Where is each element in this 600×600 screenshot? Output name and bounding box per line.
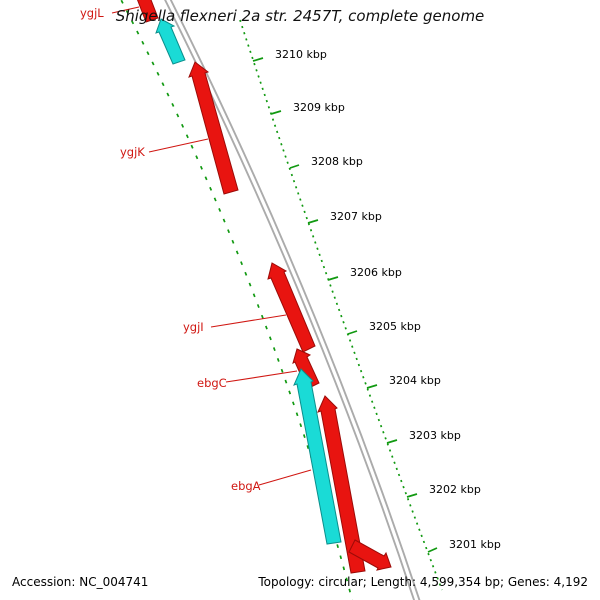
major-tick-3206 [327,276,339,281]
ruler-label-3201: 3201 kbp [449,538,501,551]
inner-dashed-tick-arc [120,0,354,600]
gene-arrow-red-small-bottom[interactable] [348,539,392,571]
ruler-label-3206: 3206 kbp [350,266,402,279]
gene-arrow-cyan-top[interactable] [155,18,186,65]
major-tick-3209 [270,110,282,115]
gene-label-ebgC[interactable]: ebgC [197,376,227,390]
ruler-label-3202: 3202 kbp [429,483,481,496]
status-summary: Topology: circular; Length: 4,599,354 bp… [257,575,588,589]
ruler-major-ticks [252,57,438,553]
gene-track [136,0,392,574]
gene-arrow-ygjK[interactable] [188,61,239,195]
ruler-label-3209: 3209 kbp [293,101,345,114]
major-tick-3210 [252,57,264,62]
status-accession: Accession: NC_004741 [12,575,148,589]
gene-label-ygjI[interactable]: ygjI [183,320,204,334]
gene-label-leaders [111,6,312,486]
leader-ebgA [258,469,312,486]
ruler-label-3203: 3203 kbp [409,429,461,442]
major-tick-3208 [289,164,300,169]
gene-label-ebgA[interactable]: ebgA [231,479,261,493]
major-tick-3204 [366,384,378,389]
major-tick-3203 [386,439,398,444]
major-tick-3205 [347,330,358,335]
leader-ebgC [225,370,298,383]
major-tick-3207 [307,219,319,224]
ruler-label-3207: 3207 kbp [330,210,382,223]
major-tick-3202 [406,493,418,498]
ruler-label-3208: 3208 kbp [311,155,363,168]
gene-label-ygjL[interactable]: ygjL [80,6,104,20]
gene-arrow-ebgA[interactable] [293,368,342,545]
ruler-label-3204: 3204 kbp [389,374,441,387]
ruler-label-3205: 3205 kbp [369,320,421,333]
ruler-label-3210: 3210 kbp [275,48,327,61]
leader-ygjK [148,138,209,153]
major-tick-3201 [427,547,438,553]
gene-arrow-ygjL[interactable] [136,0,159,23]
gene-arrow-ygjI[interactable] [267,262,316,353]
gene-arrow-ebgC[interactable] [292,348,320,390]
leader-ygjI [210,314,287,328]
gene-label-ygjK[interactable]: ygjK [120,145,145,159]
leader-ygjL [111,6,140,14]
map-title: Shigella flexneri 2a str. 2457T, complet… [116,7,485,25]
